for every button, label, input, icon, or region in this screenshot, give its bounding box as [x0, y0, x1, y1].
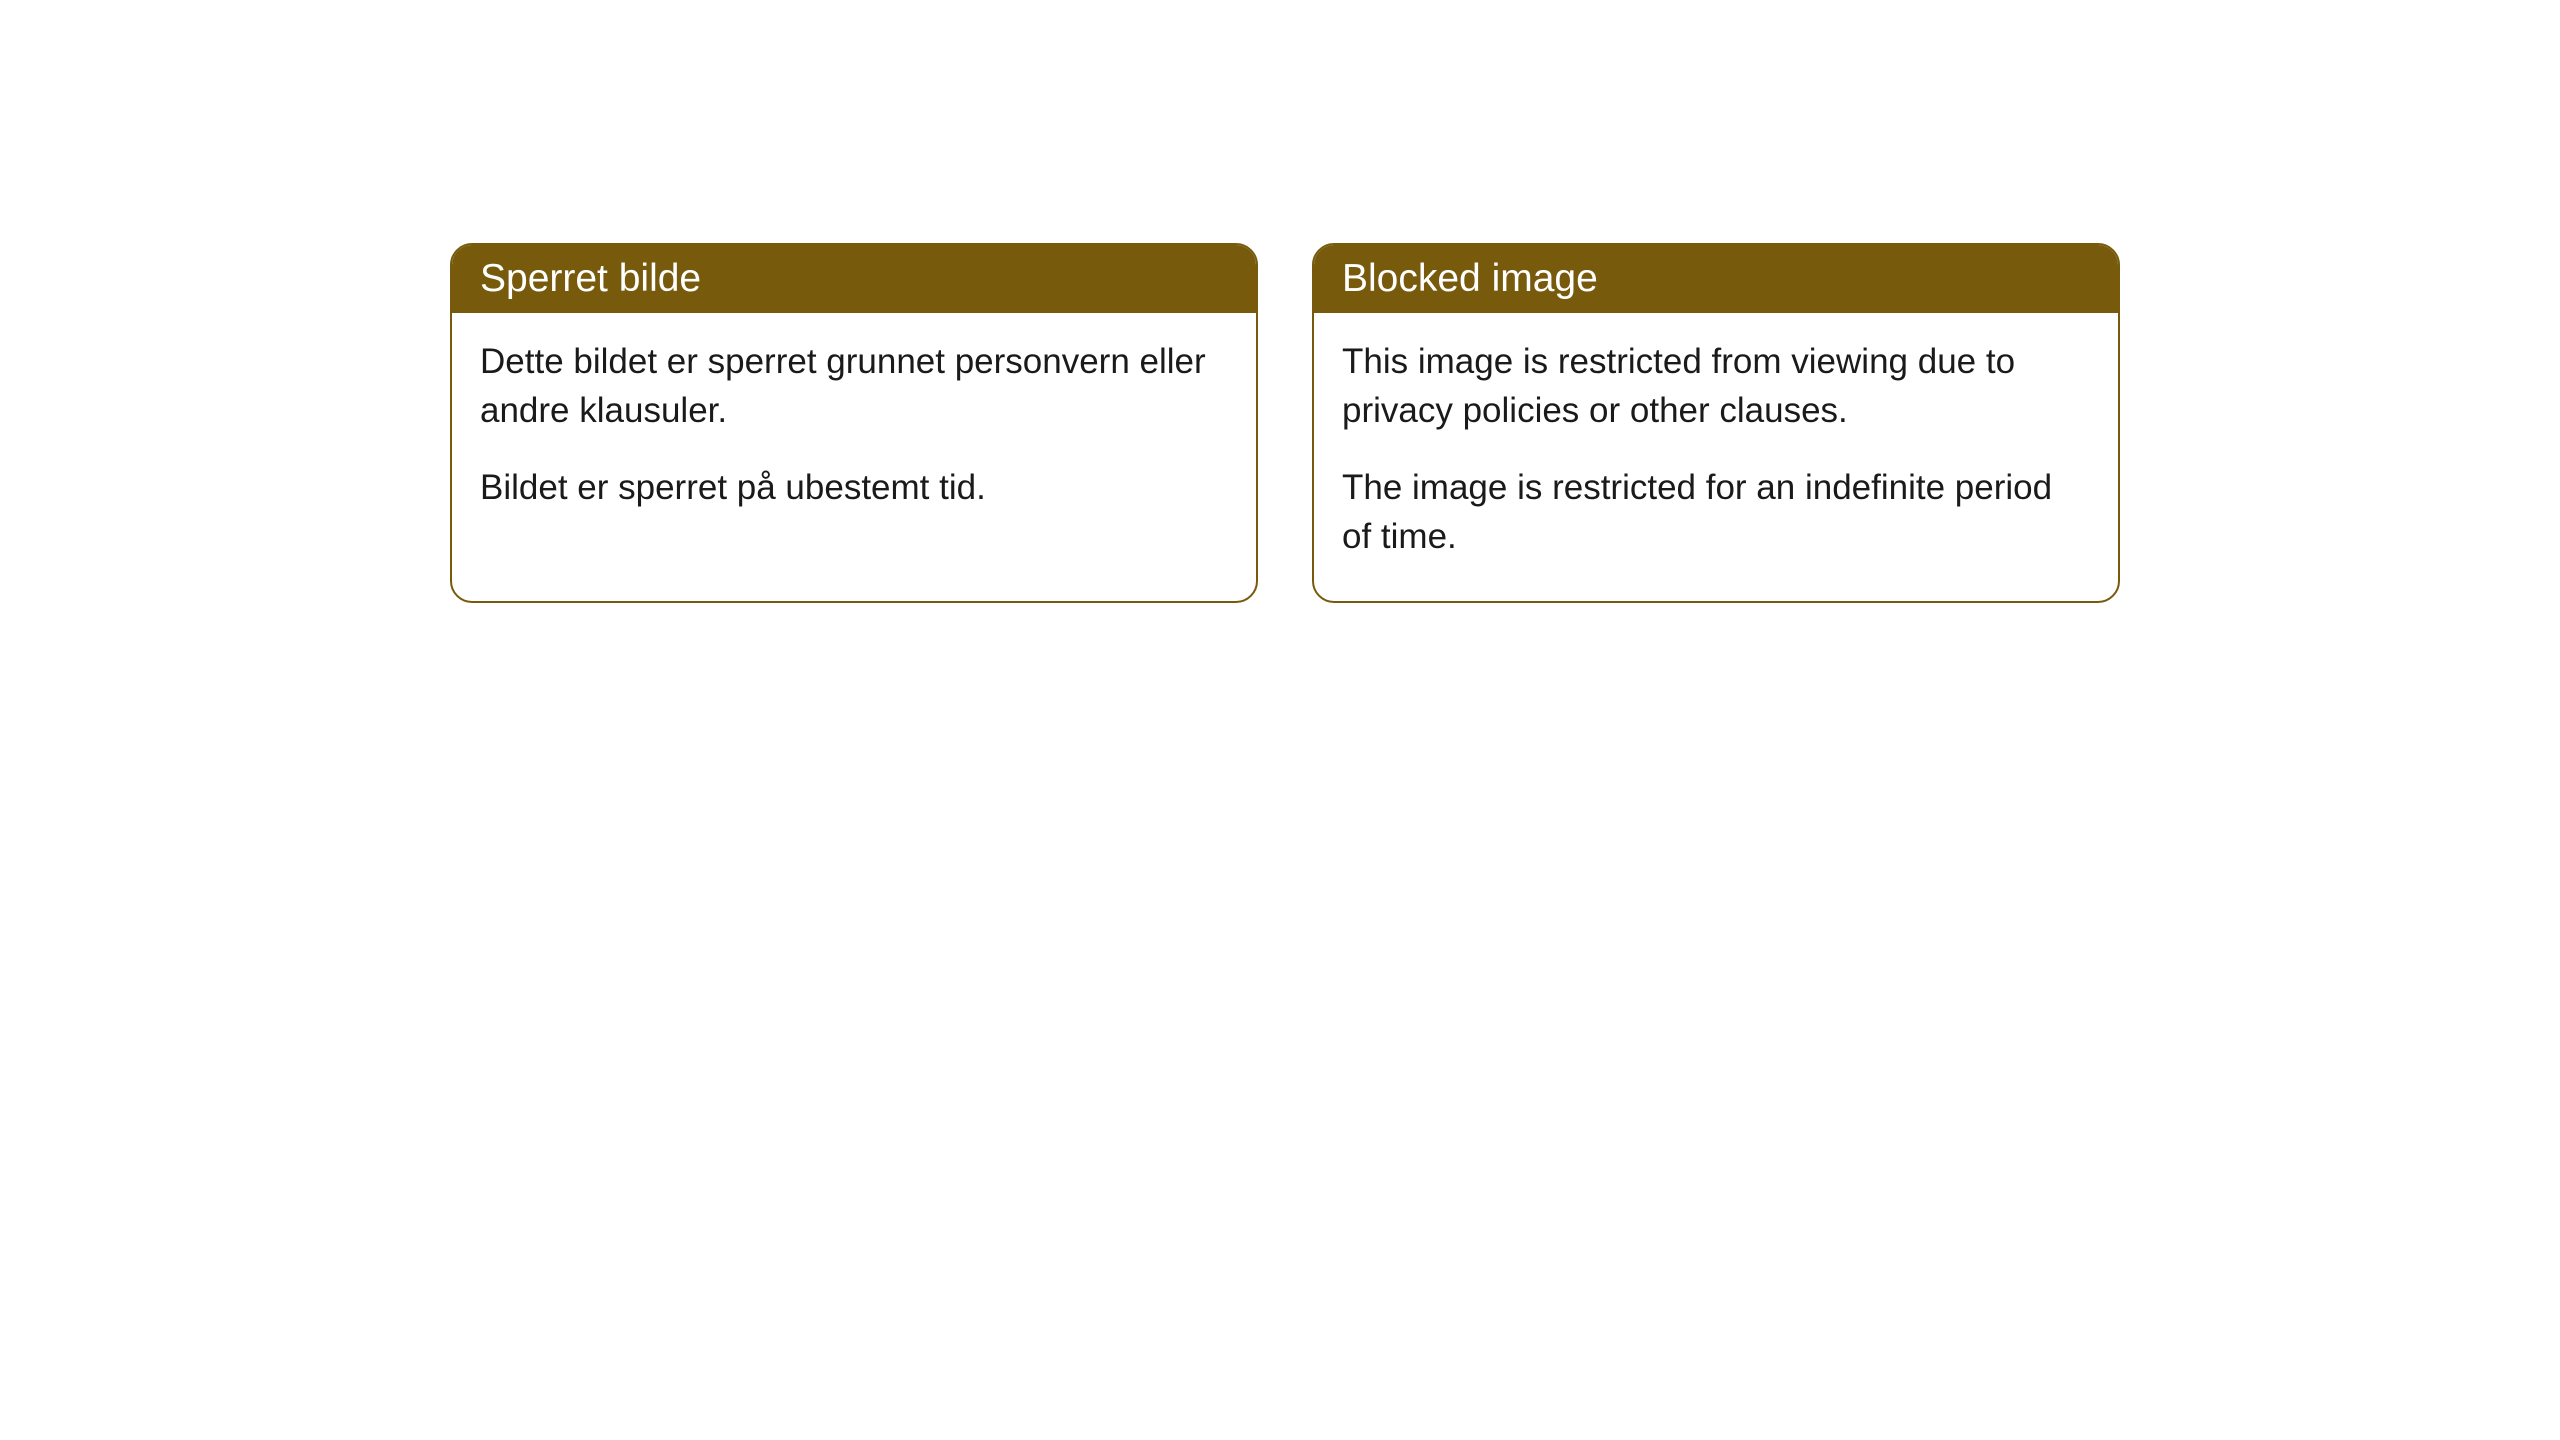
card-english-title: Blocked image: [1342, 257, 1598, 300]
card-english-paragraph-1: This image is restricted from viewing du…: [1342, 337, 2090, 435]
card-norwegian-body: Dette bildet er sperret grunnet personve…: [452, 313, 1256, 552]
card-norwegian-header: Sperret bilde: [452, 245, 1256, 313]
card-norwegian-paragraph-1: Dette bildet er sperret grunnet personve…: [480, 337, 1228, 435]
card-english-body: This image is restricted from viewing du…: [1314, 313, 2118, 601]
card-english-paragraph-2: The image is restricted for an indefinit…: [1342, 463, 2090, 561]
card-norwegian-paragraph-2: Bildet er sperret på ubestemt tid.: [480, 463, 1228, 512]
card-english-header: Blocked image: [1314, 245, 2118, 313]
card-norwegian-title: Sperret bilde: [480, 257, 701, 300]
card-english: Blocked image This image is restricted f…: [1312, 243, 2120, 603]
cards-container: Sperret bilde Dette bildet er sperret gr…: [450, 243, 2120, 603]
card-norwegian: Sperret bilde Dette bildet er sperret gr…: [450, 243, 1258, 603]
